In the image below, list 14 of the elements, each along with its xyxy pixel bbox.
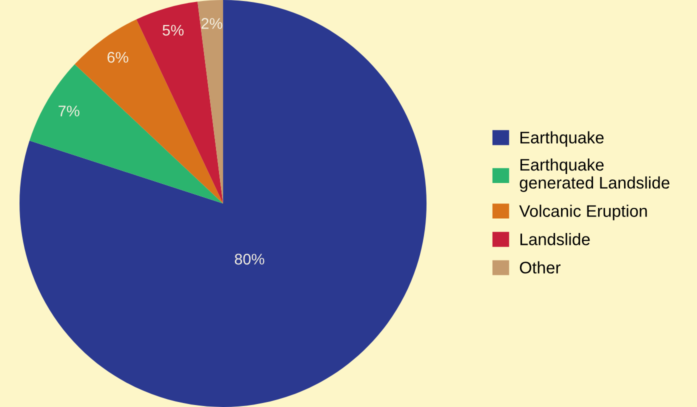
data-label: 6% [108,52,128,63]
data-label: 2% [202,18,222,29]
legend-label: Earthquake [520,131,604,147]
legend-label: Earthquake generated Landslide [520,158,670,192]
legend-label: Volcanic Eruption [519,204,647,220]
data-label: 7% [58,106,80,116]
pie-slice [20,0,427,407]
legend-label: Landslide [520,233,590,246]
data-label: 80% [234,254,264,265]
pie-slice [198,0,224,204]
pie-slice [30,64,224,204]
data-label: 5% [162,24,184,36]
legend-label: Other [520,261,561,274]
pie-slice [136,2,224,204]
